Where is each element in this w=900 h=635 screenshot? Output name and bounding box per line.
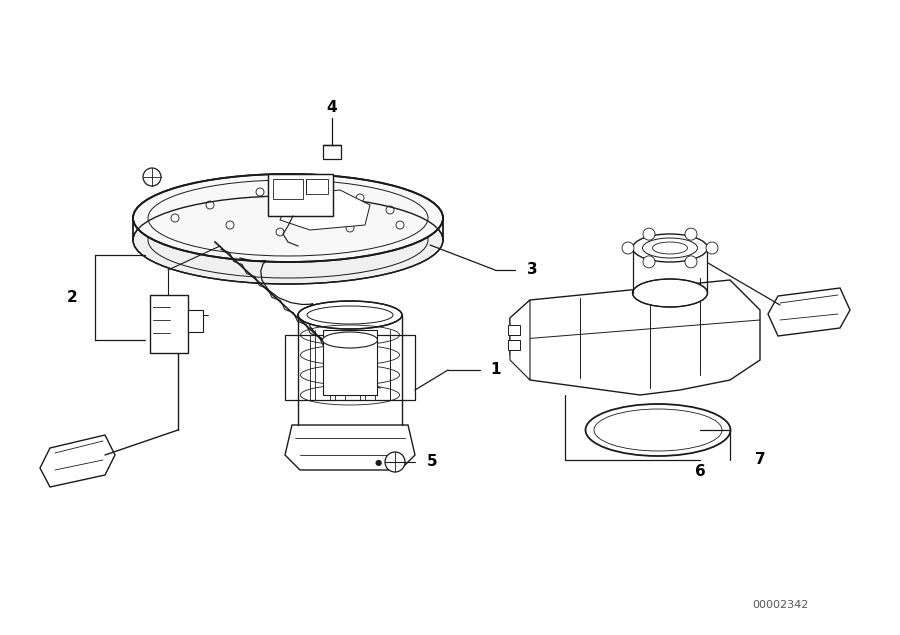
Text: 7: 7: [755, 453, 766, 467]
Circle shape: [706, 242, 718, 254]
Bar: [268, 174, 333, 216]
Text: 1: 1: [490, 363, 500, 377]
Circle shape: [643, 256, 655, 268]
Bar: [188, 310, 203, 332]
Ellipse shape: [133, 196, 443, 284]
Text: 5: 5: [427, 455, 437, 469]
Text: 2: 2: [67, 290, 77, 305]
Polygon shape: [285, 425, 415, 470]
Bar: [268, 174, 333, 216]
Ellipse shape: [633, 279, 707, 307]
Circle shape: [385, 452, 405, 472]
Ellipse shape: [633, 234, 707, 262]
Polygon shape: [510, 280, 760, 395]
Text: 4: 4: [327, 100, 338, 116]
Circle shape: [685, 228, 697, 240]
Bar: [306, 179, 328, 194]
Polygon shape: [280, 190, 370, 230]
Text: 6: 6: [695, 464, 706, 479]
Bar: [508, 340, 520, 350]
Polygon shape: [40, 435, 115, 487]
Bar: [150, 295, 188, 353]
Circle shape: [685, 256, 697, 268]
Text: ●: ●: [374, 457, 382, 467]
Bar: [323, 330, 377, 395]
Bar: [273, 179, 303, 199]
Polygon shape: [768, 288, 850, 336]
Ellipse shape: [322, 332, 377, 348]
Circle shape: [643, 228, 655, 240]
Text: 00002342: 00002342: [752, 600, 808, 610]
Ellipse shape: [133, 174, 443, 262]
Ellipse shape: [298, 301, 402, 329]
Bar: [508, 325, 520, 335]
Text: 3: 3: [527, 262, 537, 277]
Polygon shape: [510, 300, 530, 380]
Circle shape: [622, 242, 634, 254]
Bar: [323, 145, 341, 159]
Circle shape: [143, 168, 161, 186]
